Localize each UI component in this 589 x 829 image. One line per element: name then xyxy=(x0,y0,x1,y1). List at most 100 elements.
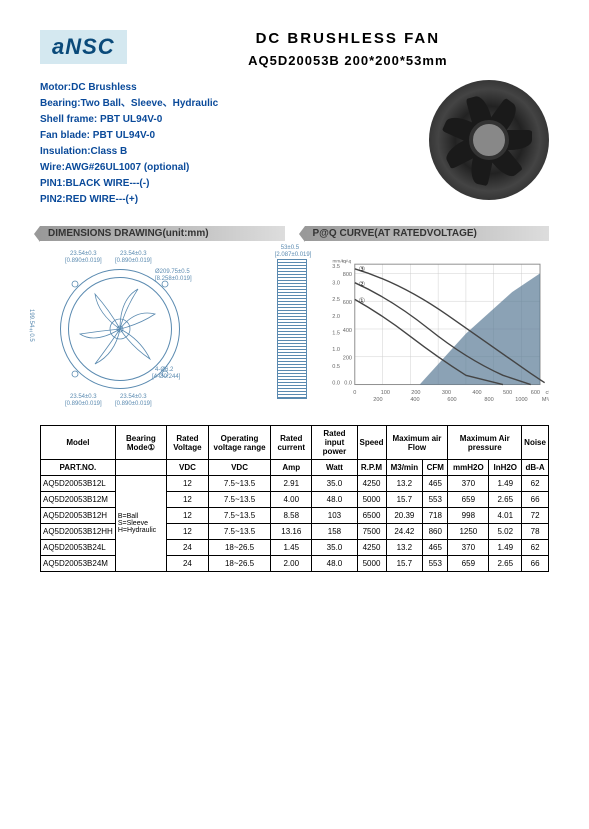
data-cell: 370 xyxy=(448,540,489,556)
th-speed: Speed xyxy=(357,426,386,460)
th-op-voltage: Operating voltage range xyxy=(208,426,270,460)
data-cell: 1.45 xyxy=(271,540,312,556)
title-block: DC BRUSHLESS FAN AQ5D20053B 200*200*53mm xyxy=(147,30,549,68)
curve-label: ② xyxy=(358,279,365,288)
data-cell: 13.2 xyxy=(386,540,423,556)
th-current: Rated current xyxy=(271,426,312,460)
dim-label: [0.890±0.019] xyxy=(115,401,152,407)
dim-label: 199.54±0.5 xyxy=(28,309,34,342)
spec-line: Bearing:Two Ball、Sleeve、Hydraulic xyxy=(40,96,399,112)
table-row: AQ5D20053B12LB=Ball S=Sleeve H=Hydraulic… xyxy=(41,476,549,492)
th-watt: Watt xyxy=(312,460,357,476)
th-mmh2o: mmH2O xyxy=(448,460,489,476)
data-cell: 13.2 xyxy=(386,476,423,492)
data-cell: 15.7 xyxy=(386,492,423,508)
data-cell: 158 xyxy=(312,524,357,540)
spec-line: PIN2:RED WIRE---(+) xyxy=(40,192,399,208)
svg-text:0.0: 0.0 xyxy=(332,381,340,387)
svg-text:InAq: InAq xyxy=(342,258,352,263)
svg-text:2.5: 2.5 xyxy=(332,297,340,303)
pq-curve-chart: ① ② ③ 3.53.02.5 2.01.51.0 0.50.0 8006004… xyxy=(327,249,549,409)
dim-label: 23.54±0.3 xyxy=(70,394,97,400)
data-cell: 860 xyxy=(423,524,448,540)
th-m3min: M3/min xyxy=(386,460,423,476)
section-headers: DIMENSIONS DRAWING(unit:mm) P@Q CURVE(AT… xyxy=(40,226,549,241)
svg-text:cfm: cfm xyxy=(545,390,549,396)
dim-label: [2.087±0.019] xyxy=(275,252,312,258)
th-power: Rated input power xyxy=(312,426,357,460)
fan-product-image xyxy=(429,80,549,200)
svg-text:600: 600 xyxy=(530,390,539,396)
data-cell: 12 xyxy=(166,492,208,508)
part-number-cell: AQ5D20053B12M xyxy=(41,492,116,508)
th-amp: Amp xyxy=(271,460,312,476)
data-cell: 5000 xyxy=(357,556,386,572)
dim-label: 53±0.5 xyxy=(281,245,299,251)
data-cell: 4.00 xyxy=(271,492,312,508)
part-number-cell: AQ5D20053B24M xyxy=(41,556,116,572)
svg-text:800: 800 xyxy=(342,272,351,278)
svg-text:1000: 1000 xyxy=(515,397,527,403)
svg-text:400: 400 xyxy=(342,328,351,334)
svg-text:3.0: 3.0 xyxy=(332,281,340,287)
data-cell: 5.02 xyxy=(489,524,522,540)
diagrams-row: 23.54±0.3 23.54±0.3 [0.890±0.019] [0.890… xyxy=(40,249,549,409)
data-cell: 370 xyxy=(448,476,489,492)
data-cell: 1.49 xyxy=(489,540,522,556)
data-cell: 2.00 xyxy=(271,556,312,572)
data-cell: 4250 xyxy=(357,476,386,492)
svg-text:0.0: 0.0 xyxy=(344,381,352,387)
data-cell: 12 xyxy=(166,508,208,524)
th-cfm: CFM xyxy=(423,460,448,476)
spec-line: Wire:AWG#26UL1007 (optional) xyxy=(40,160,399,176)
data-cell: 1250 xyxy=(448,524,489,540)
data-cell: 20.39 xyxy=(386,508,423,524)
data-cell: 4.01 xyxy=(489,508,522,524)
spec-line: Fan blade: PBT UL94V-0 xyxy=(40,128,399,144)
svg-text:600: 600 xyxy=(342,300,351,306)
dimensions-header: DIMENSIONS DRAWING(unit:mm) xyxy=(40,226,285,241)
data-cell: 7.5~13.5 xyxy=(208,524,270,540)
svg-text:400: 400 xyxy=(472,390,481,396)
spec-line: Motor:DC Brushless xyxy=(40,80,399,96)
data-cell: 48.0 xyxy=(312,492,357,508)
svg-text:300: 300 xyxy=(442,390,451,396)
data-cell: 6500 xyxy=(357,508,386,524)
svg-text:3.5: 3.5 xyxy=(332,264,340,270)
part-number-cell: AQ5D20053B12HH xyxy=(41,524,116,540)
data-cell: 15.7 xyxy=(386,556,423,572)
pq-curve-header: P@Q CURVE(AT RATEDVOLTAGE) xyxy=(305,226,550,241)
data-cell: 62 xyxy=(522,540,549,556)
data-cell: 66 xyxy=(522,492,549,508)
th-vdc2: VDC xyxy=(208,460,270,476)
th-vdc: VDC xyxy=(166,460,208,476)
part-number-cell: AQ5D20053B12H xyxy=(41,508,116,524)
data-cell: 7.5~13.5 xyxy=(208,476,270,492)
spec-list: Motor:DC Brushless Bearing:Two Ball、Slee… xyxy=(40,80,399,208)
svg-text:200: 200 xyxy=(342,356,351,362)
table-header-row: Model Bearing Mode① Rated Voltage Operat… xyxy=(41,426,549,460)
spec-table: Model Bearing Mode① Rated Voltage Operat… xyxy=(40,425,549,572)
dim-label: 23.54±0.3 xyxy=(70,251,97,257)
bearing-mode-note: B=Ball S=Sleeve H=Hydraulic xyxy=(115,476,166,572)
data-cell: 2.91 xyxy=(271,476,312,492)
dim-label: 23.54±0.3 xyxy=(120,251,147,257)
data-cell: 465 xyxy=(423,476,448,492)
th-voltage: Rated Voltage xyxy=(166,426,208,460)
th-dba: dB-A xyxy=(522,460,549,476)
dim-label: [8.258±0.019] xyxy=(155,276,192,282)
th-inh2o: InH2O xyxy=(489,460,522,476)
spec-line: Insulation:Class B xyxy=(40,144,399,160)
th-pressure: Maximum Air pressure xyxy=(448,426,522,460)
th-partno: PART.NO. xyxy=(41,460,116,476)
data-cell: 24 xyxy=(166,556,208,572)
th-airflow: Maximum air Flow xyxy=(386,426,448,460)
data-cell: 12 xyxy=(166,524,208,540)
part-number-cell: AQ5D20053B24L xyxy=(41,540,116,556)
table-header-row2: PART.NO. VDC VDC Amp Watt R.P.M M3/min C… xyxy=(41,460,549,476)
data-cell: 7.5~13.5 xyxy=(208,492,270,508)
data-cell: 24 xyxy=(166,540,208,556)
svg-text:200: 200 xyxy=(373,397,382,403)
dim-label: Ø209.75±0.5 xyxy=(155,269,190,275)
data-cell: 13.16 xyxy=(271,524,312,540)
